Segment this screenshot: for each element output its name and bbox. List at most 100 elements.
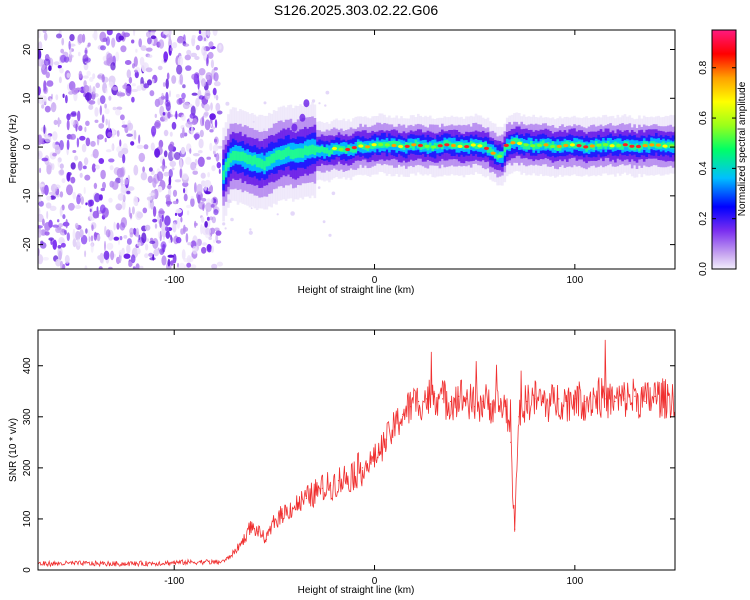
noise-speckle bbox=[163, 129, 169, 137]
noise-speckle bbox=[53, 61, 60, 66]
ridge-band bbox=[231, 150, 235, 161]
noise-speckle bbox=[98, 123, 105, 129]
noise-speckle bbox=[76, 137, 80, 148]
noise-speckle bbox=[58, 237, 65, 245]
snr-point bbox=[566, 400, 568, 403]
noise-speckle bbox=[78, 125, 83, 132]
noise-speckle bbox=[161, 92, 164, 97]
ridge-band bbox=[551, 141, 555, 148]
noise-speckle bbox=[131, 39, 135, 44]
noise-speckle bbox=[144, 253, 149, 259]
noise-speckle bbox=[165, 201, 173, 205]
noise-speckle bbox=[133, 30, 136, 36]
snr-point bbox=[313, 492, 315, 494]
noise-speckle bbox=[171, 167, 175, 171]
noise-speckle bbox=[84, 47, 88, 56]
ridge-band bbox=[395, 140, 398, 147]
noise-speckle bbox=[189, 148, 192, 154]
snr-point bbox=[273, 520, 275, 523]
noise-speckle bbox=[180, 146, 186, 155]
noise-speckle bbox=[189, 113, 196, 119]
noise-speckle bbox=[183, 43, 190, 47]
ridge-band bbox=[342, 146, 346, 153]
noise-speckle bbox=[110, 250, 115, 261]
ridge-band bbox=[503, 146, 507, 153]
ridge-peak bbox=[338, 147, 344, 151]
noise-speckle bbox=[177, 55, 184, 67]
noise-speckle bbox=[209, 113, 216, 120]
noise-speckle bbox=[79, 172, 83, 178]
snr-point bbox=[217, 561, 219, 563]
spectrogram-y-tick-label: -20 bbox=[22, 237, 33, 252]
noise-speckle bbox=[146, 196, 153, 201]
noise-speckle bbox=[43, 86, 48, 93]
ridge-band bbox=[299, 148, 302, 158]
ridge-band bbox=[337, 145, 341, 152]
noise-speckle bbox=[147, 54, 153, 58]
noise-speckle bbox=[317, 186, 321, 189]
noise-speckle bbox=[111, 181, 119, 190]
noise-speckle bbox=[44, 105, 51, 113]
ridge-band bbox=[352, 147, 355, 153]
noise-speckle bbox=[191, 92, 198, 96]
noise-speckle bbox=[126, 133, 133, 137]
noise-speckle bbox=[201, 246, 207, 254]
ridge-peak bbox=[437, 144, 443, 148]
ridge-peak bbox=[616, 143, 622, 148]
noise-speckle bbox=[184, 54, 191, 61]
noise-speckle bbox=[55, 226, 62, 233]
snr-x-tick-label: -100 bbox=[164, 576, 184, 587]
ridge-band bbox=[325, 147, 329, 154]
noise-speckle bbox=[105, 87, 108, 94]
ridge-peak bbox=[629, 144, 635, 148]
noise-speckle bbox=[106, 242, 114, 250]
ridge-band bbox=[429, 142, 432, 149]
noise-speckle bbox=[206, 54, 209, 64]
noise-speckle bbox=[59, 169, 64, 175]
noise-speckle bbox=[104, 103, 107, 109]
snr-point bbox=[644, 400, 646, 403]
noise-speckle bbox=[59, 191, 64, 198]
noise-speckle bbox=[76, 238, 81, 247]
noise-speckle bbox=[143, 83, 150, 89]
noise-speckle bbox=[182, 181, 189, 187]
noise-speckle bbox=[102, 181, 106, 190]
ridge-band bbox=[222, 170, 225, 180]
noise-speckle bbox=[100, 45, 106, 51]
noise-speckle bbox=[197, 150, 203, 154]
ridge-band bbox=[289, 149, 293, 159]
snr-y-tick-label: 300 bbox=[22, 408, 33, 425]
noise-speckle bbox=[70, 119, 75, 126]
noise-speckle bbox=[54, 184, 61, 190]
noise-speckle bbox=[203, 37, 207, 41]
snr-point bbox=[329, 485, 332, 487]
noise-speckle bbox=[82, 75, 89, 79]
noise-speckle bbox=[116, 167, 124, 178]
noise-speckle bbox=[87, 229, 91, 239]
noise-speckle bbox=[111, 144, 114, 151]
noise-speckle bbox=[116, 222, 120, 230]
colorbar: 0.0 0.2 0.4 0.6 0.8 Normalized spectral ampl… bbox=[698, 29, 748, 276]
noise-speckle bbox=[127, 186, 135, 191]
noise-speckle bbox=[172, 221, 177, 233]
snr-point bbox=[289, 508, 291, 510]
noise-speckle bbox=[90, 243, 94, 253]
noise-speckle bbox=[224, 227, 227, 230]
noise-speckle bbox=[107, 131, 113, 138]
spectrogram-x-axis: -100 0 100 bbox=[164, 30, 584, 286]
noise-speckle bbox=[186, 262, 192, 268]
ridge-peak bbox=[649, 143, 655, 147]
noise-speckle bbox=[105, 118, 108, 126]
noise-speckle bbox=[162, 231, 165, 241]
noise-speckle bbox=[202, 204, 205, 211]
noise-speckle bbox=[194, 182, 197, 193]
noise-speckle bbox=[94, 119, 99, 124]
snr-point bbox=[203, 561, 205, 563]
colorbar-tick-label: 0.0 bbox=[698, 262, 709, 276]
noise-speckle bbox=[41, 104, 45, 109]
noise-speckle bbox=[130, 254, 136, 264]
noise-speckle bbox=[103, 250, 110, 260]
noise-speckle bbox=[325, 90, 330, 95]
noise-speckle bbox=[133, 129, 137, 140]
noise-speckle bbox=[57, 246, 63, 258]
